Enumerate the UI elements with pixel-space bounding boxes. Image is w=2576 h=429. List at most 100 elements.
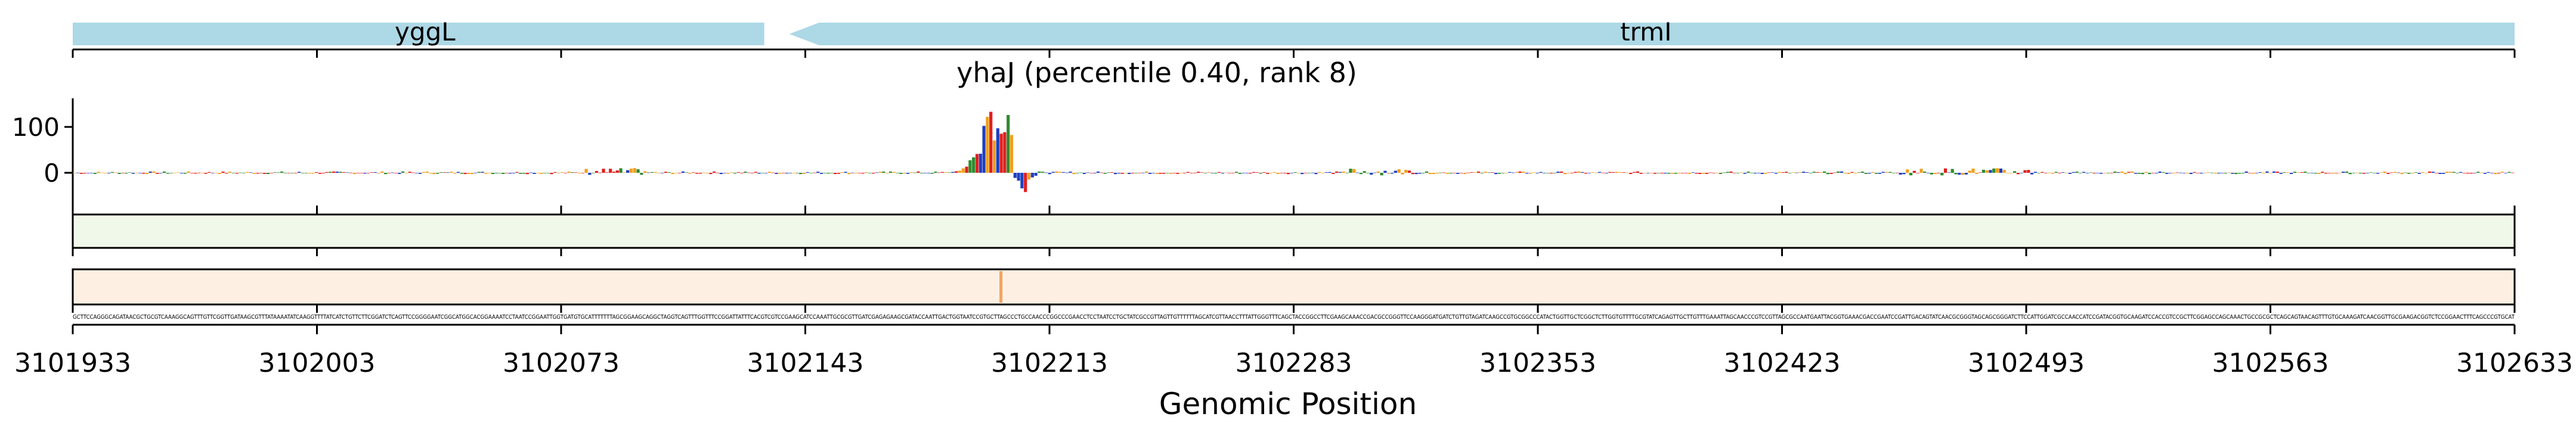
attr-bar bbox=[685, 172, 688, 173]
attr-bar bbox=[819, 173, 823, 174]
attr-bar bbox=[2131, 171, 2134, 173]
attr-bar bbox=[1293, 172, 1297, 173]
attr-bar bbox=[626, 170, 630, 173]
attr-bar bbox=[2127, 172, 2131, 173]
y-tick-label-0: 0 bbox=[44, 158, 60, 188]
attr-bar bbox=[325, 172, 329, 173]
attr-bar bbox=[1010, 135, 1014, 173]
attr-bar bbox=[1739, 172, 1743, 173]
attr-bar bbox=[2120, 172, 2123, 173]
attr-bar bbox=[277, 172, 280, 173]
sequence-track: GCTTCCAGGGCAGATAACGCTGCGTCAAAGGCAGTTTGTT… bbox=[73, 314, 2515, 321]
attr-bar bbox=[1456, 173, 1460, 174]
attr-bar bbox=[1674, 173, 1677, 174]
attr-bar bbox=[2476, 172, 2480, 173]
attr-bar bbox=[1335, 171, 1339, 173]
attr-bar bbox=[1539, 172, 1543, 173]
attr-bar bbox=[152, 171, 156, 173]
attr-bar bbox=[986, 117, 989, 173]
attr-bar bbox=[1705, 173, 1708, 174]
attr-bar bbox=[1930, 173, 1933, 175]
attr-bar bbox=[246, 172, 249, 173]
attr-bar bbox=[2428, 171, 2432, 173]
attr-bar bbox=[1370, 173, 1373, 175]
gene-yggL bbox=[73, 23, 764, 45]
attr-bar bbox=[298, 172, 301, 173]
attr-bar bbox=[2068, 173, 2072, 174]
attr-bar bbox=[688, 173, 692, 174]
attr-bar bbox=[1266, 173, 1270, 174]
attr-bar bbox=[1352, 169, 1356, 173]
attr-bar bbox=[999, 133, 1003, 173]
attr-bar bbox=[1764, 173, 1767, 174]
attr-bar bbox=[450, 172, 453, 173]
attr-bar bbox=[1860, 172, 1864, 173]
x-tick-label-3102563: 3102563 bbox=[2212, 348, 2329, 378]
attr-bar bbox=[1819, 172, 1823, 173]
attr-bar bbox=[1324, 172, 1328, 173]
attr-bar bbox=[1162, 173, 1166, 174]
attr-bar bbox=[1376, 171, 1380, 173]
attribution-panel: 0 100 bbox=[12, 98, 2515, 206]
attr-bar bbox=[1332, 173, 1335, 174]
attr-bar bbox=[595, 170, 599, 173]
attr-bar bbox=[1968, 170, 1971, 173]
attr-bar bbox=[2279, 173, 2283, 174]
attr-bar bbox=[1881, 172, 1885, 173]
attr-bar bbox=[2027, 170, 2030, 173]
attr-bar bbox=[1176, 173, 1179, 174]
attr-bar bbox=[1961, 173, 1965, 175]
attr-bar bbox=[1971, 168, 1975, 173]
attr-bar bbox=[1508, 172, 1512, 173]
attr-bar bbox=[329, 172, 332, 173]
attr-bar bbox=[1380, 173, 1383, 176]
attr-bar bbox=[2275, 172, 2279, 173]
attr-bar bbox=[1487, 172, 1491, 173]
attr-bar bbox=[1030, 173, 1034, 178]
heat-highlight-3102199 bbox=[999, 271, 1003, 303]
attr-bar bbox=[1556, 172, 1560, 173]
attr-bar bbox=[1155, 173, 1159, 174]
attr-bar bbox=[767, 172, 772, 173]
attr-bar bbox=[352, 173, 357, 175]
attr-bar bbox=[204, 173, 208, 174]
attr-bar bbox=[2400, 173, 2404, 175]
attr-bar bbox=[273, 172, 277, 173]
attr-bar bbox=[2227, 172, 2231, 173]
attr-bar bbox=[972, 157, 976, 173]
attr-bar bbox=[633, 168, 636, 173]
x-axis-label: Genomic Position bbox=[1159, 387, 1417, 421]
attr-bar bbox=[1798, 172, 1802, 173]
attr-bar bbox=[1802, 172, 1806, 173]
attr-bar bbox=[2272, 171, 2276, 173]
attr-bar bbox=[878, 172, 882, 173]
attr-bar bbox=[1743, 173, 1747, 174]
attr-bar bbox=[1428, 173, 1432, 175]
attr-bar bbox=[2452, 172, 2456, 173]
attr-bar bbox=[736, 172, 740, 173]
attr-bar bbox=[1985, 170, 1989, 173]
attr-bar bbox=[2286, 172, 2290, 173]
attr-bar bbox=[463, 173, 467, 175]
attr-bar bbox=[671, 173, 674, 175]
attr-bar bbox=[2158, 171, 2162, 173]
attr-bar bbox=[930, 173, 934, 174]
attr-bar bbox=[1560, 171, 1563, 173]
attr-bar bbox=[667, 172, 671, 173]
attr-bar bbox=[1086, 172, 1089, 173]
attr-bar bbox=[2023, 170, 2027, 173]
attr-bar bbox=[719, 173, 723, 175]
x-tick-label-3102353: 3102353 bbox=[1479, 348, 1596, 378]
attr-bar bbox=[989, 111, 993, 173]
attr-bar bbox=[2296, 172, 2300, 173]
attr-bar bbox=[847, 173, 851, 175]
attr-bar bbox=[612, 172, 616, 173]
attr-bar bbox=[646, 172, 651, 173]
attr-bar bbox=[1425, 171, 1429, 173]
attr-bar bbox=[948, 172, 951, 173]
attr-bar bbox=[979, 154, 982, 173]
attr-bar bbox=[1494, 173, 1498, 175]
attr-bar bbox=[629, 169, 633, 173]
gene-annotation-track: yggL trmI bbox=[73, 17, 2515, 46]
attr-bar bbox=[522, 173, 526, 174]
